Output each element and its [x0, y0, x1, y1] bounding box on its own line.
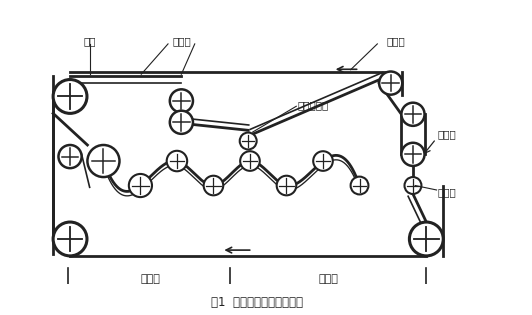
Circle shape [167, 151, 187, 171]
Circle shape [53, 79, 87, 113]
Circle shape [410, 222, 443, 256]
Text: 上滤带: 上滤带 [387, 36, 405, 46]
Circle shape [401, 143, 425, 166]
Text: 进泥: 进泥 [84, 36, 96, 46]
Circle shape [170, 89, 193, 112]
Circle shape [53, 222, 87, 256]
Circle shape [313, 151, 333, 171]
Text: 重力区: 重力区 [172, 36, 191, 46]
Circle shape [170, 111, 193, 134]
Text: 低压区: 低压区 [140, 274, 160, 284]
Text: 出泥饼: 出泥饼 [437, 129, 456, 139]
Circle shape [277, 176, 296, 195]
Text: 图1  带式压滤机工作原理图: 图1 带式压滤机工作原理图 [211, 296, 303, 309]
Text: 高压区: 高压区 [319, 274, 338, 284]
Text: 下滤带: 下滤带 [437, 187, 456, 197]
Circle shape [240, 151, 260, 171]
Text: 楔形脱水区: 楔形脱水区 [297, 100, 328, 110]
Circle shape [379, 72, 402, 95]
Circle shape [351, 177, 369, 194]
Circle shape [129, 174, 152, 197]
Circle shape [404, 177, 421, 194]
Circle shape [204, 176, 223, 195]
Circle shape [401, 103, 425, 126]
Circle shape [240, 133, 256, 149]
Circle shape [87, 145, 120, 177]
Circle shape [59, 145, 81, 168]
